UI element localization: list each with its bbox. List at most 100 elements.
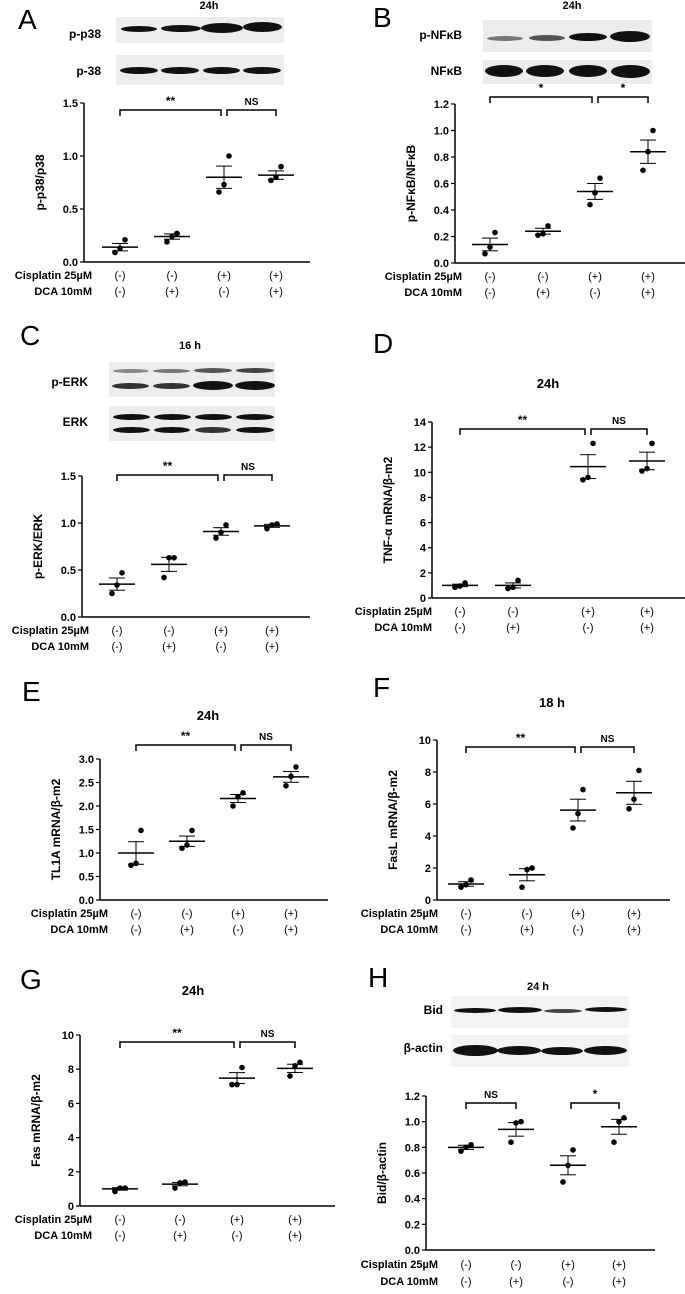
dca-row-label: DCA 10mM: [380, 1276, 438, 1288]
cisplatin-condition: (-): [508, 606, 519, 618]
data-point: [508, 1139, 514, 1145]
data-point: [229, 1081, 235, 1088]
cisplatin-condition: (+): [214, 625, 228, 637]
data-point: [287, 1073, 293, 1079]
cisplatin-condition: (+): [641, 271, 655, 283]
cisplatin-condition: (+): [230, 1214, 244, 1226]
y-tick-label: 0.5: [61, 565, 76, 577]
data-point: [492, 229, 498, 236]
significance-label: NS: [245, 97, 259, 108]
data-point: [171, 554, 177, 561]
y-tick-label: 2: [425, 863, 431, 875]
data-point: [293, 764, 299, 770]
data-point: [621, 1115, 627, 1121]
panel-f: F 18 h 0 2 4 6 8 10 FasL mRNA/β-m2 ** NS Cisplati…: [340, 620, 685, 940]
dca-condition: (-): [455, 622, 466, 634]
data-point: [452, 584, 458, 591]
y-tick-label: 1.2: [405, 1091, 420, 1103]
data-point: [570, 1147, 576, 1153]
western-blot-p-nfkb: [483, 20, 652, 52]
significance-bracket: [240, 744, 292, 751]
data-point: [166, 554, 172, 561]
dca-condition: (+): [165, 286, 179, 298]
y-tick-label: 0.0: [405, 1245, 420, 1257]
y-tick-label: 4: [420, 543, 427, 555]
significance-bracket: [489, 96, 593, 103]
data-point: [529, 865, 535, 871]
dca-condition: (-): [590, 287, 601, 299]
cisplatin-condition: (-): [167, 270, 178, 282]
y-axis-label: TL1A mRNA/β-m2: [49, 778, 63, 880]
y-tick-label: 0.2: [405, 1219, 420, 1231]
cisplatin-condition: (+): [231, 908, 245, 920]
y-tick-label: 0.6: [405, 1168, 420, 1180]
dca-condition: (+): [265, 641, 279, 653]
significance-bracket: [597, 96, 649, 103]
data-point: [487, 244, 493, 250]
significance-label: **: [518, 413, 528, 427]
data-point: [264, 525, 270, 532]
cisplatin-condition: (-): [115, 1214, 126, 1226]
data-point: [122, 236, 128, 243]
dca-row-label: DCA 10mM: [34, 286, 92, 298]
data-point: [649, 440, 655, 447]
data-point: [518, 1118, 524, 1125]
data-point: [457, 583, 463, 589]
data-point: [639, 468, 645, 474]
y-tick-label: 1.0: [63, 151, 78, 163]
y-tick-label: 1.0: [434, 126, 449, 138]
y-tick-label: 0.2: [434, 232, 449, 244]
dca-condition: (-): [216, 641, 227, 653]
y-tick-label: 0.4: [434, 205, 450, 217]
panel-letter: B: [373, 2, 392, 33]
data-point: [230, 803, 236, 809]
data-point: [269, 522, 275, 528]
chart-f: 0 2 4 6 8 10 FasL mRNA/β-m2 ** NS Cisplatin 25µM D…: [361, 731, 670, 936]
data-point: [117, 245, 123, 252]
cisplatin-condition: (-): [461, 908, 472, 920]
dca-condition: (+): [520, 924, 534, 936]
dca-condition: (-): [115, 1230, 126, 1242]
cisplatin-condition: (-): [538, 271, 549, 283]
data-point: [216, 189, 222, 195]
data-point: [283, 782, 289, 789]
panel-letter: F: [373, 672, 391, 703]
cisplatin-row-label: Cisplatin 25µM: [361, 908, 438, 920]
data-point: [535, 232, 541, 238]
y-tick-label: 0.8: [434, 152, 449, 164]
data-point: [644, 465, 650, 472]
significance-label: NS: [261, 1029, 275, 1040]
chart-h: 0.0 0.2 0.4 0.6 0.8 1.0 1.2 Bid/β-actin NS * Cispl…: [361, 1087, 655, 1288]
dca-condition: (-): [112, 641, 123, 653]
y-tick-label: 0: [420, 593, 426, 605]
data-point: [468, 877, 474, 883]
western-blot-nfkb: [483, 60, 652, 84]
data-point: [519, 884, 525, 890]
y-tick-label: 2.0: [79, 801, 94, 813]
dca-condition: (-): [563, 1276, 574, 1288]
significance-bracket: [590, 428, 648, 435]
panel-b: B 24h p-NFκB NFκB 0.0 0.2 0.4 0.6 0.8 1.0 1.2 p…: [340, 0, 685, 310]
significance-label: **: [516, 731, 526, 745]
data-point: [580, 477, 586, 483]
data-point: [587, 201, 593, 208]
y-tick-label: 8: [425, 767, 431, 779]
significance-bracket: [570, 1102, 620, 1109]
dca-condition: (+): [269, 286, 283, 298]
y-tick-label: 0.0: [61, 612, 76, 624]
data-point: [580, 786, 586, 793]
cisplatin-row-label: Cisplatin 25µM: [355, 606, 432, 618]
data-point: [570, 825, 576, 831]
dca-condition: (+): [284, 924, 298, 936]
data-point: [458, 1148, 464, 1154]
significance-bracket: [580, 746, 635, 753]
chart-b: 0.0 0.2 0.4 0.6 0.8 1.0 1.2 p-NFκB/NFκB * * Cispla…: [385, 81, 685, 299]
cisplatin-condition: (+): [588, 271, 602, 283]
significance-label: NS: [241, 462, 255, 473]
y-axis-label: Fas mRNA/β-m2: [29, 1074, 43, 1167]
dca-condition: (-): [485, 287, 496, 299]
data-point: [458, 884, 464, 890]
panel-letter: E: [22, 676, 41, 707]
data-point: [226, 153, 232, 159]
blot-label-nfkb: NFκB: [430, 64, 462, 78]
